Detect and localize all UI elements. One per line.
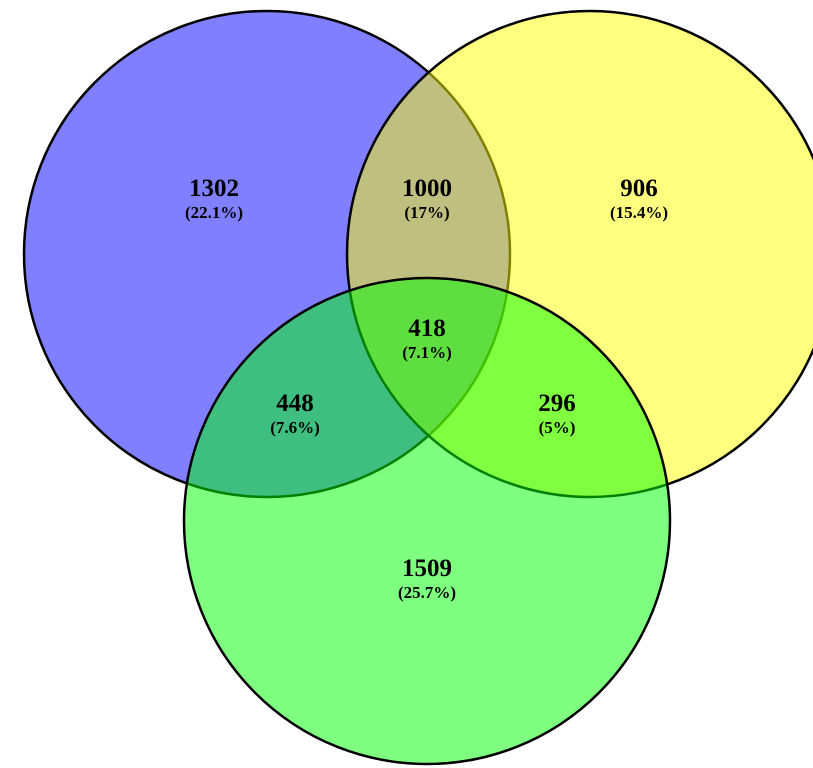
region-bc-label: 296 (5%) [538, 390, 576, 437]
region-a-only-percent: (22.1%) [185, 203, 243, 222]
region-b-only-count: 906 [620, 175, 658, 202]
region-ab-label: 1000 (17%) [402, 175, 452, 222]
region-ab-percent: (17%) [404, 203, 449, 222]
region-abc-label: 418 (7.1%) [402, 315, 452, 362]
region-ac-count: 448 [276, 390, 314, 417]
region-c-only-label: 1509 (25.7%) [398, 555, 456, 602]
region-a-only-count: 1302 [189, 175, 239, 202]
region-c-only-count: 1509 [402, 555, 452, 582]
region-b-only-label: 906 (15.4%) [610, 175, 668, 222]
set-c-circle [182, 276, 672, 766]
region-ab-count: 1000 [402, 175, 452, 202]
region-bc-count: 296 [538, 390, 576, 417]
region-abc-percent: (7.1%) [402, 343, 452, 362]
region-abc-count: 418 [408, 315, 446, 342]
region-c-only-percent: (25.7%) [398, 583, 456, 602]
region-bc-percent: (5%) [539, 418, 576, 437]
region-ac-label: 448 (7.6%) [270, 390, 320, 437]
region-ac-percent: (7.6%) [270, 418, 320, 437]
region-b-only-percent: (15.4%) [610, 203, 668, 222]
region-a-only-label: 1302 (22.1%) [185, 175, 243, 222]
